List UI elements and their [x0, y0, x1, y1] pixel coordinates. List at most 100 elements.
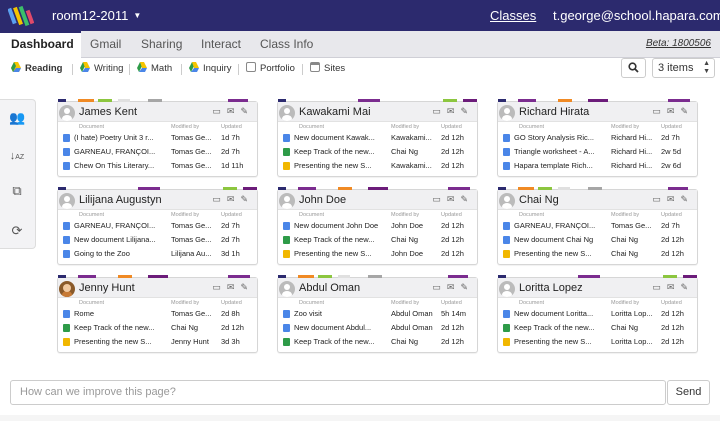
student-name[interactable]: Kawakami Mai	[299, 106, 371, 118]
edit-icon[interactable]: ✎	[240, 194, 254, 204]
document-row[interactable]: Triangle worksheet - A... Richard Hi... 2w…	[498, 146, 697, 158]
document-row[interactable]: GARNEAU, FRANÇOI... Tomas Ge... 2d 7h	[58, 146, 257, 158]
edit-icon[interactable]: ✎	[460, 282, 474, 292]
sort-icon[interactable]: ↓AZ	[9, 150, 25, 162]
document-row[interactable]: Hapara template Rich... Richard Hi... 2w 6…	[498, 160, 697, 172]
student-name[interactable]: John Doe	[299, 194, 347, 206]
mail-icon[interactable]: ✉	[446, 106, 461, 116]
group-icon[interactable]: 👥	[9, 110, 26, 125]
document-row[interactable]: Keep Track of the new... Chai Ng 2d 12h	[278, 146, 477, 158]
document-row[interactable]: New document John Doe John Doe 2d 12h	[278, 220, 477, 232]
edit-icon[interactable]: ✎	[460, 194, 474, 204]
document-row[interactable]: Rome Tomas Ge... 2d 8h	[58, 308, 257, 320]
tab-interact[interactable]: Interact	[201, 37, 242, 51]
subtab-portfolio[interactable]: Portfolio	[246, 61, 295, 77]
hapara-logo[interactable]	[8, 4, 34, 28]
document-row[interactable]: GO Story Analysis Ric... Richard Hi... 2d …	[498, 132, 697, 144]
mail-icon[interactable]: ✉	[446, 194, 461, 204]
document-row[interactable]: Presenting the new S... John Doe 2d 12h	[278, 248, 477, 260]
document-row[interactable]: New document Kawak... Kawakami... 2d 12h	[278, 132, 477, 144]
document-row[interactable]: Keep Track of the new... Chai Ng 2d 12h	[278, 234, 477, 246]
document-row[interactable]: New document Chai Ng Chai Ng 2d 12h	[498, 234, 697, 246]
updated-time: 5h 14m	[441, 309, 467, 318]
folder-icon[interactable]: ▭	[652, 106, 667, 116]
sub-tabs: Reading Writing Math Inquiry Portfolio S…	[0, 58, 720, 80]
document-row[interactable]: Keep Track of the new... Chai Ng 2d 12h	[58, 322, 257, 334]
folder-icon[interactable]: ▭	[212, 194, 227, 204]
edit-icon[interactable]: ✎	[680, 282, 694, 292]
document-row[interactable]: Presenting the new S... Loritta Lop... 2d …	[498, 336, 697, 348]
mail-icon[interactable]: ✉	[226, 282, 241, 292]
folder-icon[interactable]: ▭	[432, 106, 447, 116]
edit-icon[interactable]: ✎	[240, 106, 254, 116]
document-row[interactable]: Presenting the new S... Chai Ng 2d 12h	[498, 248, 697, 260]
document-row[interactable]: Keep Track of the new... Chai Ng 2d 12h	[278, 336, 477, 348]
folder-icon[interactable]: ▭	[652, 282, 667, 292]
student-card[interactable]: Chai Ng ▭✉✎ Document Modified by Updated GARN…	[497, 187, 698, 265]
student-card[interactable]: Abdul Oman ▭✉✎ Document Modified by Updated Z…	[277, 275, 478, 353]
student-card[interactable]: James Kent ▭✉✎ Document Modified by Updated(…	[57, 99, 258, 177]
document-row[interactable]: Presenting the new S... Kawakami... 2d 12h	[278, 160, 477, 172]
subtab-writing[interactable]: Writing	[80, 61, 123, 77]
items-select[interactable]: 3 items ▲ ▼	[652, 58, 715, 78]
document-row[interactable]: New document Lilijana... Tomas Ge... 2d 7h	[58, 234, 257, 246]
tab-dashboard[interactable]: Dashboard	[0, 31, 81, 58]
mail-icon[interactable]: ✉	[666, 282, 681, 292]
mail-icon[interactable]: ✉	[226, 194, 241, 204]
tab-sharing[interactable]: Sharing	[141, 37, 183, 51]
mail-icon[interactable]: ✉	[226, 106, 241, 116]
document-row[interactable]: GARNEAU, FRANÇOI... Tomas Ge... 2d 7h	[498, 220, 697, 232]
document-row[interactable]: GARNEAU, FRANÇOI... Tomas Ge... 2d 7h	[58, 220, 257, 232]
student-name[interactable]: James Kent	[79, 106, 138, 118]
student-name[interactable]: Loritta Lopez	[519, 282, 583, 294]
subtab-reading[interactable]: Reading	[11, 61, 62, 77]
document-row[interactable]: Keep Track of the new... Chai Ng 2d 12h	[498, 322, 697, 334]
folder-icon[interactable]: ▭	[212, 106, 227, 116]
student-name[interactable]: Chai Ng	[519, 194, 559, 206]
document-row[interactable]: New document Loritta... Loritta Lop... 2d …	[498, 308, 697, 320]
tab-gmail[interactable]: Gmail	[90, 37, 122, 51]
document-row[interactable]: Presenting the new S... Jenny Hunt 3d 3h	[58, 336, 257, 348]
document-row[interactable]: Zoo visit Abdul Oman 5h 14m	[278, 308, 477, 320]
student-name[interactable]: Jenny Hunt	[79, 282, 135, 294]
activity-stripe	[118, 99, 130, 103]
document-row[interactable]: New document Abdul... Abdul Oman 2d 12h	[278, 322, 477, 334]
modified-by: John Doe	[391, 249, 424, 258]
student-card[interactable]: Loritta Lopez ▭✉✎ Document Modified by Updat…	[497, 275, 698, 353]
student-card[interactable]: Jenny Hunt ▭✉✎ Document Modified by Updated R…	[57, 275, 258, 353]
edit-icon[interactable]: ✎	[240, 282, 254, 292]
user-menu[interactable]: t.george@school.hapara.com▼	[553, 8, 720, 23]
student-name[interactable]: Abdul Oman	[299, 282, 361, 294]
subtab-inquiry[interactable]: Inquiry	[189, 61, 232, 77]
folder-icon[interactable]: ▭	[432, 282, 447, 292]
classes-link[interactable]: Classes	[490, 8, 537, 23]
folder-share-icon[interactable]: ⧉	[12, 183, 22, 198]
student-name[interactable]: Richard Hirata	[519, 106, 590, 118]
document-row[interactable]: (I hate) Poetry Unit 3 r... Tomas Ge... 1d…	[58, 132, 257, 144]
edit-icon[interactable]: ✎	[680, 194, 694, 204]
student-card[interactable]: John Doe ▭✉✎ Document Modified by Updated New…	[277, 187, 478, 265]
mail-icon[interactable]: ✉	[666, 106, 681, 116]
folder-icon[interactable]: ▭	[652, 194, 667, 204]
refresh-icon[interactable]: ⟳	[11, 223, 23, 238]
student-card[interactable]: Richard Hirata ▭✉✎ Document Modified by Upda…	[497, 99, 698, 177]
student-name[interactable]: Lilijana Augustyn	[79, 194, 162, 206]
tab-class-info[interactable]: Class Info	[260, 37, 314, 51]
folder-icon[interactable]: ▭	[212, 282, 227, 292]
subtab-sites[interactable]: Sites	[310, 61, 345, 77]
feedback-input[interactable]: How can we improve this page?	[10, 380, 666, 405]
subtab-math[interactable]: Math	[137, 61, 172, 77]
edit-icon[interactable]: ✎	[680, 106, 694, 116]
student-card[interactable]: Lilijana Augustyn ▭✉✎ Document Modified by U…	[57, 187, 258, 265]
folder-icon[interactable]: ▭	[432, 194, 447, 204]
room-selector[interactable]: room12-2011 ▼	[52, 8, 141, 23]
search-button[interactable]	[621, 58, 646, 78]
document-row[interactable]: Going to the Zoo Lilijana Au... 3d 1h	[58, 248, 257, 260]
document-row[interactable]: Chew On This Literary... Tomas Ge... 1d 11…	[58, 160, 257, 172]
student-card[interactable]: Kawakami Mai ▭✉✎ Document Modified by Update…	[277, 99, 478, 177]
mail-icon[interactable]: ✉	[446, 282, 461, 292]
beta-version[interactable]: Beta: 1800506	[645, 38, 711, 49]
mail-icon[interactable]: ✉	[666, 194, 681, 204]
send-button[interactable]: Send	[667, 380, 710, 405]
edit-icon[interactable]: ✎	[460, 106, 474, 116]
